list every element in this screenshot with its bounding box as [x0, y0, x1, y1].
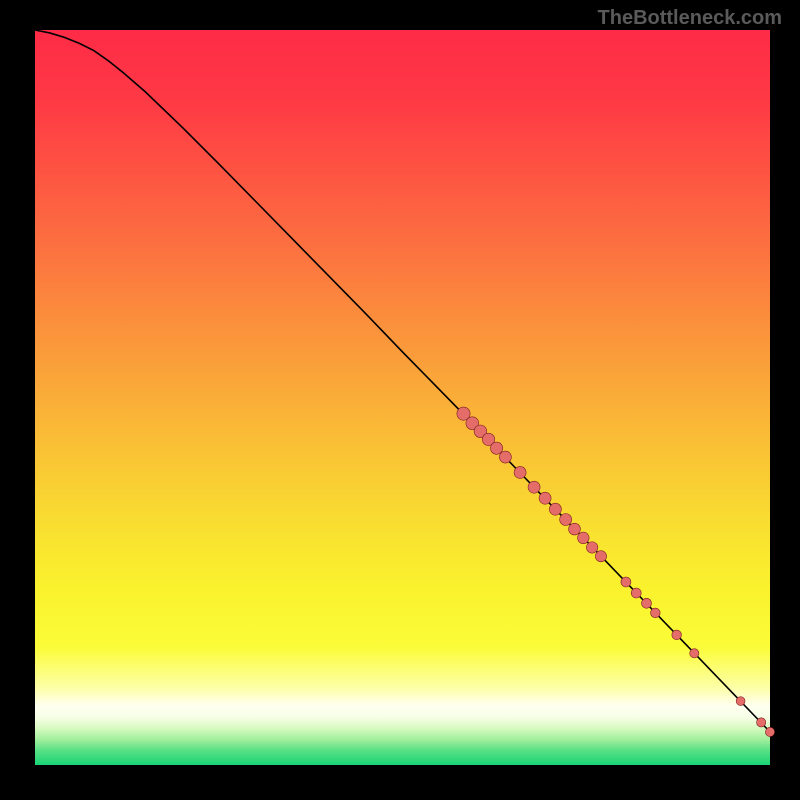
data-marker [736, 697, 745, 706]
data-marker [490, 442, 502, 454]
data-marker [499, 451, 511, 463]
plot-area-gradient [35, 30, 770, 765]
data-marker [586, 542, 597, 553]
data-marker [528, 481, 540, 493]
data-marker [642, 598, 652, 608]
data-marker [560, 514, 572, 526]
bottleneck-chart-svg: TheBottleneck.com [0, 0, 800, 800]
data-marker [651, 608, 661, 618]
data-marker [621, 577, 631, 587]
data-marker [672, 630, 682, 640]
data-marker [757, 718, 766, 727]
data-marker [595, 551, 606, 562]
data-marker [514, 466, 526, 478]
data-marker [631, 588, 641, 598]
watermark-text: TheBottleneck.com [598, 7, 782, 29]
data-marker [690, 649, 699, 658]
data-marker [549, 503, 561, 515]
data-marker [578, 532, 590, 544]
chart-stage: TheBottleneck.com [0, 0, 800, 800]
data-marker [765, 727, 774, 736]
data-marker [539, 492, 551, 504]
data-marker [569, 523, 581, 535]
